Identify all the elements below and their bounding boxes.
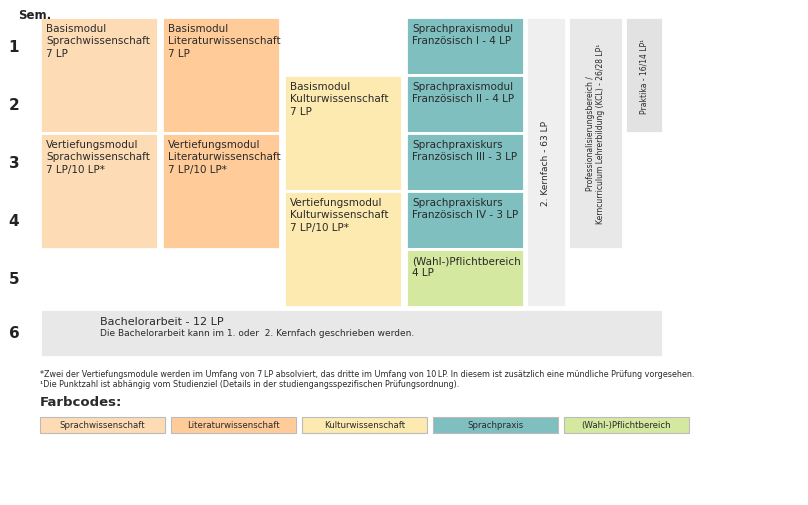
Bar xyxy=(40,18,158,134)
Text: Praktika - 16/14 LP¹: Praktika - 16/14 LP¹ xyxy=(639,38,649,113)
Text: Sprachpraxis: Sprachpraxis xyxy=(467,421,524,430)
Text: Sem.: Sem. xyxy=(18,9,51,22)
Text: Bachelorarbeit - 12 LP: Bachelorarbeit - 12 LP xyxy=(100,316,224,326)
Bar xyxy=(625,18,663,134)
Text: 6: 6 xyxy=(9,326,19,341)
Bar xyxy=(40,417,165,433)
Text: Professionalisierungsbereich /
Kerncurriculum Lehrerbildung (KCL) - 26/28 LP¹: Professionalisierungsbereich / Kerncurri… xyxy=(586,44,605,224)
Text: ¹Die Punktzahl ist abhängig vom Studienziel (Details in der studiengangsspezifis: ¹Die Punktzahl ist abhängig vom Studienz… xyxy=(40,379,459,388)
Text: 4: 4 xyxy=(9,213,19,228)
Bar xyxy=(406,191,524,249)
Text: Sprachpraxiskurs
Französisch IV - 3 LP: Sprachpraxiskurs Französisch IV - 3 LP xyxy=(412,197,518,220)
Bar xyxy=(162,18,280,134)
Bar xyxy=(433,417,558,433)
Text: Sprachpraxismodul
Französisch II - 4 LP: Sprachpraxismodul Französisch II - 4 LP xyxy=(412,82,514,104)
Text: Vertiefungsmodul
Literaturwissenschaft
7 LP/10 LP*: Vertiefungsmodul Literaturwissenschaft 7… xyxy=(168,140,280,174)
Text: Sprachpraxiskurs
Französisch III - 3 LP: Sprachpraxiskurs Französisch III - 3 LP xyxy=(412,140,517,162)
Text: Basismodul
Sprachwissenschaft
7 LP: Basismodul Sprachwissenschaft 7 LP xyxy=(46,24,149,59)
Text: Die Bachelorarbeit kann im 1. oder  2. Kernfach geschrieben werden.: Die Bachelorarbeit kann im 1. oder 2. Ke… xyxy=(100,328,415,337)
Bar xyxy=(40,134,158,249)
Bar xyxy=(406,134,524,191)
Text: Vertiefungsmodul
Kulturwissenschaft
7 LP/10 LP*: Vertiefungsmodul Kulturwissenschaft 7 LP… xyxy=(290,197,389,232)
Text: Literaturwissenschaft: Literaturwissenschaft xyxy=(187,421,280,430)
Bar xyxy=(526,18,566,308)
Bar xyxy=(284,76,402,191)
Text: 2. Kernfach - 63 LP: 2. Kernfach - 63 LP xyxy=(541,120,550,205)
Text: *Zwei der Vertiefungsmodule werden im Umfang von 7 LP absolviert, das dritte im : *Zwei der Vertiefungsmodule werden im Um… xyxy=(40,369,694,378)
Text: 2: 2 xyxy=(9,97,19,112)
Text: Vertiefungsmodul
Sprachwissenschaft
7 LP/10 LP*: Vertiefungsmodul Sprachwissenschaft 7 LP… xyxy=(46,140,149,174)
Text: Sprachwissenschaft: Sprachwissenschaft xyxy=(60,421,145,430)
Text: (Wahl-)Pflichtbereich: (Wahl-)Pflichtbereich xyxy=(582,421,671,430)
Text: Basismodul
Kulturwissenschaft
7 LP: Basismodul Kulturwissenschaft 7 LP xyxy=(290,82,389,117)
Bar xyxy=(564,417,689,433)
Text: Farbcodes:: Farbcodes: xyxy=(40,395,122,408)
Bar xyxy=(171,417,296,433)
Text: 3: 3 xyxy=(9,155,19,170)
Bar xyxy=(406,76,524,134)
Bar xyxy=(406,249,524,308)
Text: Sprachpraxismodul
Französisch I - 4 LP: Sprachpraxismodul Französisch I - 4 LP xyxy=(412,24,513,46)
Text: 1: 1 xyxy=(9,39,19,55)
Bar xyxy=(40,310,663,358)
Text: (Wahl-)Pflichtbereich
4 LP: (Wahl-)Pflichtbereich 4 LP xyxy=(412,256,520,278)
Text: Basismodul
Literaturwissenschaft
7 LP: Basismodul Literaturwissenschaft 7 LP xyxy=(168,24,280,59)
Text: Kulturwissenschaft: Kulturwissenschaft xyxy=(324,421,405,430)
Bar xyxy=(302,417,427,433)
Bar xyxy=(406,18,524,76)
Bar xyxy=(284,191,402,308)
Text: 5: 5 xyxy=(9,271,19,286)
Bar xyxy=(568,18,623,249)
Bar xyxy=(162,134,280,249)
